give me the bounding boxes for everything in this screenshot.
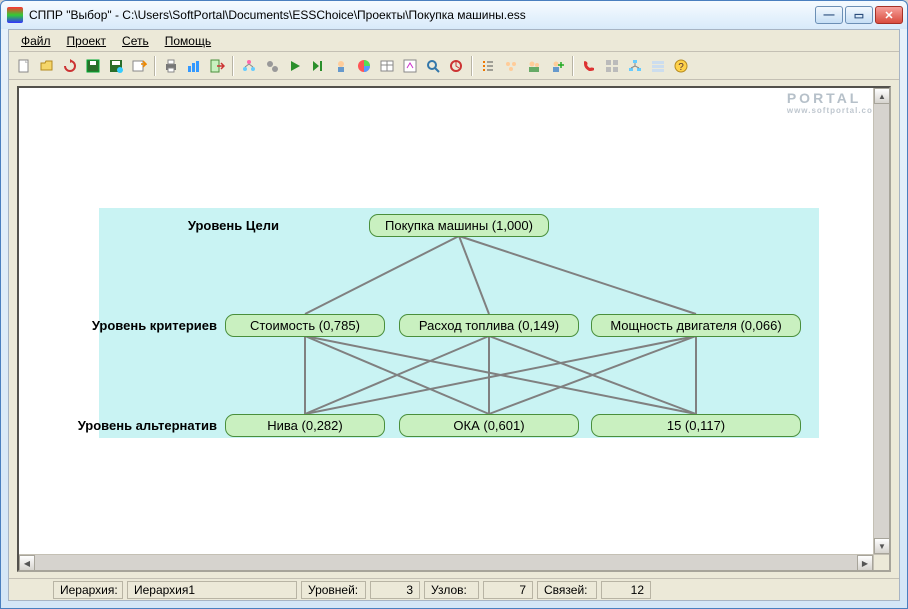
graph-settings-button[interactable] (183, 55, 205, 77)
minimize-button[interactable]: — (815, 6, 843, 24)
toolbar-separator (572, 56, 574, 76)
status-hierarchy-label: Иерархия: (53, 581, 123, 599)
scroll-thumb-v[interactable] (874, 104, 889, 538)
exit-button[interactable] (206, 55, 228, 77)
scrollbar-vertical[interactable]: ▲ ▼ (873, 88, 889, 554)
play-button[interactable] (284, 55, 306, 77)
status-nodes-value: 7 (483, 581, 533, 599)
menu-network[interactable]: Сеть (114, 32, 157, 50)
reset-button[interactable] (445, 55, 467, 77)
rows-button[interactable] (647, 55, 669, 77)
phone-button[interactable] (578, 55, 600, 77)
app-icon (7, 7, 23, 23)
node-a3[interactable]: 15 (0,117) (591, 414, 801, 437)
svg-text:?: ? (678, 62, 684, 73)
window-title: СППР "Выбор" - C:\Users\SoftPortal\Docum… (29, 8, 815, 22)
scroll-down-button[interactable]: ▼ (874, 538, 890, 554)
node-c3[interactable]: Мощность двигателя (0,066) (591, 314, 801, 337)
scroll-right-button[interactable]: ▶ (857, 555, 873, 571)
menu-help[interactable]: Помощь (157, 32, 219, 50)
new-button[interactable] (13, 55, 35, 77)
status-links-label: Связей: (537, 581, 597, 599)
table-button[interactable] (376, 55, 398, 77)
status-links-value: 12 (601, 581, 651, 599)
save-button[interactable] (82, 55, 104, 77)
level-label-criteria: Уровень критериев (37, 318, 217, 333)
hierarchy-button[interactable] (238, 55, 260, 77)
reload-button[interactable] (59, 55, 81, 77)
user-add-button[interactable] (546, 55, 568, 77)
wizard-button[interactable] (399, 55, 421, 77)
watermark: PORTAL www.softportal.com (787, 90, 881, 115)
status-levels-value: 3 (370, 581, 420, 599)
close-button[interactable]: ✕ (875, 6, 903, 24)
node-a1[interactable]: Нива (0,282) (225, 414, 385, 437)
menu-project[interactable]: Проект (59, 32, 115, 50)
status-levels-label: Уровней: (301, 581, 366, 599)
zoom-button[interactable] (422, 55, 444, 77)
node-a2[interactable]: ОКА (0,601) (399, 414, 579, 437)
print-button[interactable] (160, 55, 182, 77)
app-window: СППР "Выбор" - C:\Users\SoftPortal\Docum… (0, 0, 908, 609)
scroll-up-button[interactable]: ▲ (874, 88, 890, 104)
client-area: Файл Проект Сеть Помощь ? PORTAL www.sof… (8, 29, 900, 601)
scroll-thumb-h[interactable] (35, 555, 857, 570)
toolbar-separator (232, 56, 234, 76)
canvas-frame: PORTAL www.softportal.com Уровень Цели У… (17, 86, 891, 572)
statusbar: Иерархия: Иерархия1 Уровней: 3 Узлов: 7 … (9, 578, 899, 600)
node-c2[interactable]: Расход топлива (0,149) (399, 314, 579, 337)
run-button[interactable] (307, 55, 329, 77)
toolbar-separator (154, 56, 156, 76)
menu-file[interactable]: Файл (13, 32, 59, 50)
node-goal[interactable]: Покупка машины (1,000) (369, 214, 549, 237)
head1-button[interactable] (330, 55, 352, 77)
cogs-button[interactable] (261, 55, 283, 77)
users-button[interactable] (523, 55, 545, 77)
titlebar: СППР "Выбор" - C:\Users\SoftPortal\Docum… (1, 1, 907, 29)
canvas[interactable]: PORTAL www.softportal.com Уровень Цели У… (19, 88, 889, 570)
level-label-goal: Уровень Цели (99, 218, 279, 233)
pie-button[interactable] (353, 55, 375, 77)
open-button[interactable] (36, 55, 58, 77)
list-button[interactable] (477, 55, 499, 77)
menubar: Файл Проект Сеть Помощь (9, 30, 899, 52)
toolbar-separator (471, 56, 473, 76)
help-button[interactable]: ? (670, 55, 692, 77)
grid-button[interactable] (601, 55, 623, 77)
save-special-button[interactable] (105, 55, 127, 77)
maximize-button[interactable]: ▭ (845, 6, 873, 24)
tree-button[interactable] (624, 55, 646, 77)
scroll-left-button[interactable]: ◀ (19, 555, 35, 571)
scroll-corner (873, 554, 889, 570)
export-button[interactable] (128, 55, 150, 77)
status-nodes-label: Узлов: (424, 581, 479, 599)
toolbar: ? (9, 52, 899, 80)
status-hierarchy-value: Иерархия1 (127, 581, 297, 599)
group-button[interactable] (500, 55, 522, 77)
level-label-alternatives: Уровень альтернатив (37, 418, 217, 433)
scrollbar-horizontal[interactable]: ◀ ▶ (19, 554, 873, 570)
node-c1[interactable]: Стоимость (0,785) (225, 314, 385, 337)
